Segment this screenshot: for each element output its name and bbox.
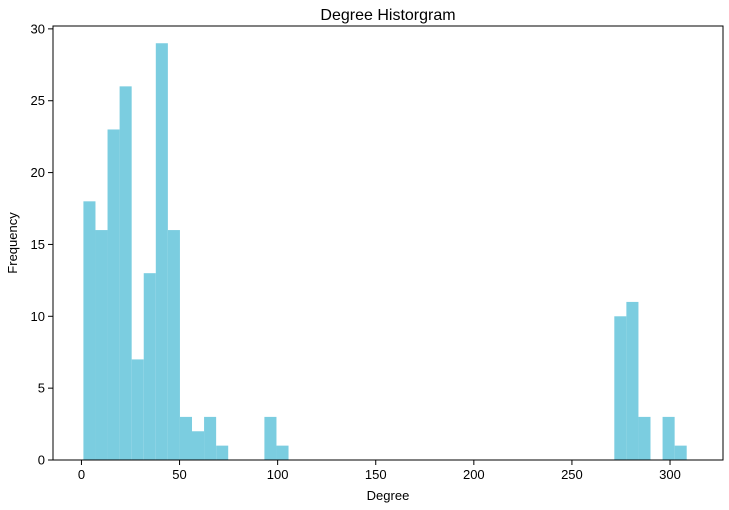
y-tick-label: 30 [31, 21, 45, 36]
histogram-bar [626, 301, 639, 460]
chart-title: Degree Historgram [320, 7, 455, 24]
x-axis-label: Degree [367, 488, 410, 503]
plot-frame [52, 25, 724, 461]
y-axis-ticks: 0 5 10 15 20 25 30 [31, 21, 53, 468]
histogram-bar [614, 316, 627, 460]
histogram-bars [83, 43, 687, 461]
y-tick-label: 25 [31, 93, 45, 108]
x-axis-ticks: 0 50 100 150 200 250 300 [78, 460, 681, 482]
x-tick-label: 0 [78, 467, 85, 482]
histogram-bar [216, 445, 229, 460]
x-tick-label: 50 [172, 467, 186, 482]
y-tick-label: 0 [38, 453, 45, 468]
histogram-bar [83, 201, 96, 460]
histogram-bar [107, 129, 120, 460]
x-tick-label: 250 [561, 467, 583, 482]
histogram-bar [192, 431, 205, 460]
histogram-bar [143, 273, 156, 460]
histogram-bar [131, 359, 144, 460]
histogram-bar [179, 416, 193, 460]
histogram-bar [264, 416, 277, 460]
histogram-bar [119, 86, 132, 461]
histogram-bar [167, 230, 180, 460]
x-tick-label: 100 [267, 467, 289, 482]
y-tick-label: 15 [31, 237, 45, 252]
y-tick-label: 10 [31, 309, 45, 324]
histogram-bar [204, 416, 217, 460]
y-tick-label: 20 [31, 165, 45, 180]
histogram-bar [95, 230, 108, 460]
y-axis-label: Frequency [5, 212, 20, 274]
x-tick-label: 150 [365, 467, 387, 482]
histogram-bar [674, 445, 687, 460]
y-tick-label: 5 [38, 381, 45, 396]
histogram-bar [638, 416, 651, 460]
histogram-bar [155, 43, 168, 461]
x-tick-label: 300 [659, 467, 681, 482]
histogram-bar [662, 416, 675, 460]
histogram-bar [276, 445, 289, 460]
x-tick-label: 200 [463, 467, 485, 482]
